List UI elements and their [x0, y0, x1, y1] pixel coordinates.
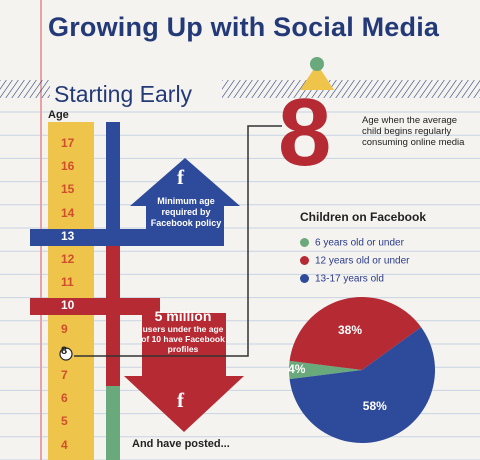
party-hat: [300, 64, 334, 90]
age-tick-16: 16: [61, 159, 75, 174]
five-million-callout: 5 million users under the age of 10 have…: [140, 308, 226, 354]
party-hat-pom: [310, 57, 324, 71]
age-13-highlight: [30, 229, 180, 246]
legend-label: 12 years old or under: [315, 255, 410, 267]
facebook-icon-up: f: [177, 165, 184, 189]
age-tick-11: 11: [61, 275, 74, 290]
five-million-text: users under the age of 10 have Facebook …: [141, 324, 225, 354]
age-tick-7: 7: [61, 368, 68, 382]
age-tick-14: 14: [61, 205, 75, 220]
age-tick-12: 12: [61, 252, 75, 266]
up-arrow: [130, 158, 240, 246]
legend-swatch: [300, 256, 309, 266]
pie-slice-label: 4%: [288, 362, 306, 376]
pie-slice: [288, 360, 362, 380]
hatch-right: [222, 80, 480, 98]
age-eight-number: 8: [278, 79, 332, 186]
five-million-headline: 5 million: [154, 308, 212, 324]
age-tick-10: 10: [61, 298, 75, 313]
age-tick-13: 13: [61, 228, 75, 243]
legend-label: 6 years old or under: [315, 237, 404, 249]
facebook-icon-down: f: [177, 388, 184, 412]
section-title: Starting Early: [54, 81, 193, 107]
age-tick-9: 9: [61, 321, 68, 336]
age-8-marker: [59, 347, 73, 361]
legend-swatch: [300, 238, 309, 248]
legend-swatch: [300, 274, 309, 284]
legend-item: 12 years old or under: [300, 252, 410, 270]
legend-label: 13-17 years old: [315, 273, 384, 285]
pie-slice-label: 58%: [362, 399, 387, 414]
age-bar-red: [106, 244, 120, 386]
age-tick-8: 8: [61, 344, 68, 357]
down-arrow: [120, 298, 244, 432]
pie-slice: [289, 297, 422, 370]
chart-title: Children on Facebook: [300, 210, 427, 224]
page-title: Growing Up with Social Media: [48, 12, 440, 42]
minimum-age-text: Minimum age required by Facebook policy: [150, 196, 222, 228]
age-axis-label: Age: [48, 109, 69, 121]
age-tick-17: 17: [61, 136, 75, 150]
age-tick-6: 6: [61, 391, 68, 406]
legend-item: 6 years old or under: [300, 234, 404, 252]
age-eight-description: Age when the average child begins regula…: [362, 115, 465, 148]
age-tick-15: 15: [61, 182, 75, 197]
age-tick-4: 4: [61, 437, 68, 452]
age-bar-yellow: [48, 122, 94, 460]
hatch-left: [0, 80, 50, 98]
pie-slice-label: 38%: [338, 323, 363, 338]
age-bar-green: [106, 386, 120, 460]
legend-item: 13-17 years old: [300, 270, 384, 288]
connector-line: [74, 125, 282, 357]
age-tick-5: 5: [61, 414, 68, 429]
posted-text: And have posted...: [132, 438, 230, 450]
pie-slice: [289, 327, 435, 443]
age-bar-blue: [106, 122, 120, 232]
